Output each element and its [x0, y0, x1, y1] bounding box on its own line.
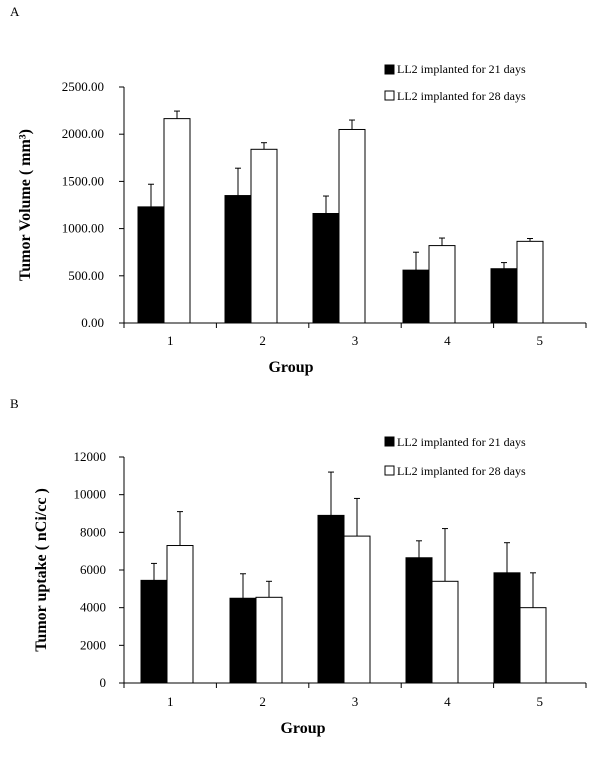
y-axis-title: Tumor Volume ( mm³)	[17, 129, 34, 281]
bar	[163, 118, 191, 324]
x-tick-label: 2	[259, 694, 266, 709]
legend-swatch	[384, 465, 395, 476]
y-tick-label: 0	[100, 675, 107, 690]
chart-panel-a: A 0.00 500.00 1000.00 1500.00 2000.00 2500.00 1…	[10, 4, 587, 376]
y-tick-label: 1500.00	[62, 173, 104, 188]
y-tick-label: 8000	[80, 524, 106, 539]
bar	[312, 212, 340, 324]
bar	[431, 580, 459, 684]
x-tick-label: 3	[352, 694, 359, 709]
legend-label: LL2 implanted for 21 days	[397, 62, 526, 76]
legend: LL2 implanted for 21 days LL2 implanted f…	[384, 62, 526, 103]
panel-label: A	[10, 4, 20, 19]
legend-label: LL2 implanted for 28 days	[397, 89, 526, 103]
legend-label: LL2 implanted for 28 days	[397, 464, 526, 478]
y-tick-label: 6000	[80, 562, 106, 577]
x-tick-label: 1	[167, 694, 174, 709]
bar	[229, 597, 257, 684]
y-tick-label: 1000.00	[62, 221, 104, 236]
bar	[255, 596, 283, 684]
y-tick-label: 4000	[80, 600, 106, 615]
bar	[166, 545, 194, 684]
panel-label: B	[10, 396, 19, 411]
x-tick-label: 3	[352, 333, 359, 348]
y-tick-label: 2500.00	[62, 79, 104, 94]
legend-label: LL2 implanted for 21 days	[397, 435, 526, 449]
bar	[140, 579, 168, 684]
bar	[428, 245, 456, 324]
y-axis-title: Tumor uptake ( nCi/cc )	[33, 488, 50, 652]
bar	[343, 535, 371, 684]
x-axis-title: Group	[268, 359, 313, 376]
chart-panel-b: B 0 2000 4000 6000 8000 10000 12000 1 2 3 4 5 LL2 imp…	[10, 396, 587, 737]
x-axis-title: Group	[280, 720, 325, 737]
bar	[490, 268, 518, 324]
x-tick-label: 4	[444, 694, 451, 709]
bar	[317, 514, 345, 684]
y-tick-label: 0.00	[81, 315, 104, 330]
y-tick-label: 2000	[80, 637, 106, 652]
bar	[405, 557, 433, 684]
x-tick-label: 1	[167, 333, 174, 348]
bar	[137, 206, 165, 324]
y-tick-label: 2000.00	[62, 126, 104, 141]
bar	[519, 607, 547, 684]
y-tick-label: 500.00	[68, 268, 104, 283]
bar	[224, 195, 252, 324]
bar	[402, 269, 430, 324]
y-tick-label: 12000	[74, 449, 107, 464]
bar	[516, 240, 544, 324]
x-tick-label: 5	[537, 694, 544, 709]
bar	[250, 148, 278, 324]
bar	[493, 572, 521, 684]
legend-swatch	[384, 436, 395, 447]
bar	[338, 128, 366, 324]
x-tick-label: 5	[537, 333, 544, 348]
legend: LL2 implanted for 21 days LL2 implanted f…	[384, 435, 526, 478]
legend-swatch	[384, 90, 395, 101]
x-tick-label: 4	[444, 333, 451, 348]
y-tick-label: 10000	[74, 487, 107, 502]
x-tick-label: 2	[259, 333, 266, 348]
legend-swatch	[384, 64, 395, 75]
